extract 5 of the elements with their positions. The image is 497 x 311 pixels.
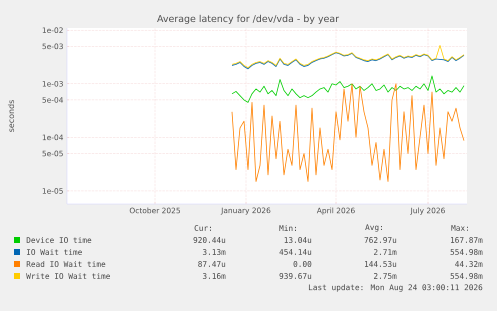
- line-series: [232, 52, 464, 70]
- line-series: [232, 76, 464, 103]
- line-series: [232, 45, 464, 68]
- line-series: [232, 83, 464, 182]
- chart-title: Average latency for /dev/vda - by year: [157, 14, 340, 24]
